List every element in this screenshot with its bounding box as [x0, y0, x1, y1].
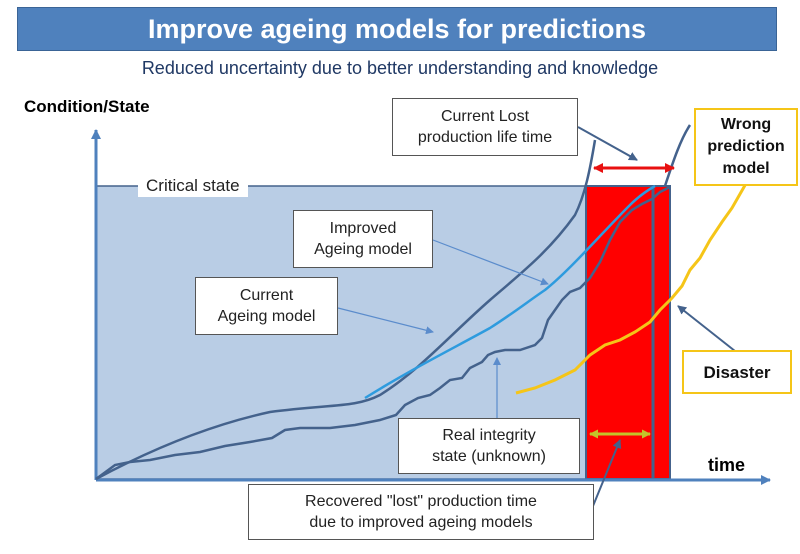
real-integrity-curve	[95, 185, 671, 481]
wrong-prediction-line-3: model	[722, 160, 770, 177]
current-lost-line-2: production life time	[417, 129, 553, 146]
current-lost-callout: Current Lost production life time	[392, 98, 578, 156]
wrong-prediction-line-2: prediction	[707, 138, 785, 155]
pointer-recovered	[592, 439, 622, 507]
pointer-improved	[432, 239, 549, 286]
title-text: Improve ageing models for predictions	[147, 13, 647, 44]
recovered-line-1: Recovered "lost" production time	[305, 493, 537, 510]
real-integrity-callout: Real integrity state (unknown)	[398, 418, 580, 474]
current-model-line-1: Current	[239, 287, 294, 304]
improved-ageing-curve	[364, 184, 656, 400]
pointer-disaster	[677, 305, 741, 356]
improved-model-line-1: Improved	[329, 220, 397, 237]
title-banner: Improve ageing models for predictions	[17, 7, 777, 51]
wrong-prediction-curve	[515, 179, 750, 395]
improved-model-line-2: Ageing model	[314, 241, 412, 258]
y-axis-label: Condition/State	[24, 97, 150, 116]
current-model-callout: Current Ageing model	[195, 277, 338, 335]
current-lost-line-1: Current Lost	[440, 108, 530, 125]
improved-model-callout: Improved Ageing model	[293, 210, 433, 268]
recovered-time-callout: Recovered "lost" production time due to …	[248, 484, 594, 540]
current-model-line-2: Ageing model	[217, 308, 316, 325]
x-axis-label: time	[708, 455, 746, 475]
real-integrity-line-1: Real integrity	[442, 427, 536, 444]
wrong-model-pointer	[663, 124, 692, 187]
wrong-prediction-line-1: Wrong	[720, 116, 772, 133]
real-integrity-line-2: state (unknown)	[432, 448, 546, 465]
disaster-label: Disaster	[703, 362, 771, 382]
wrong-prediction-callout: Wrong prediction model	[694, 108, 798, 186]
subtitle: Reduced uncertainty due to better unders…	[141, 58, 659, 78]
critical-state-label: Critical state	[138, 175, 248, 197]
pointer-lost	[577, 126, 638, 161]
pointer-current	[337, 307, 434, 335]
disaster-callout: Disaster	[682, 350, 792, 394]
recovered-line-2: due to improved ageing models	[309, 514, 533, 531]
